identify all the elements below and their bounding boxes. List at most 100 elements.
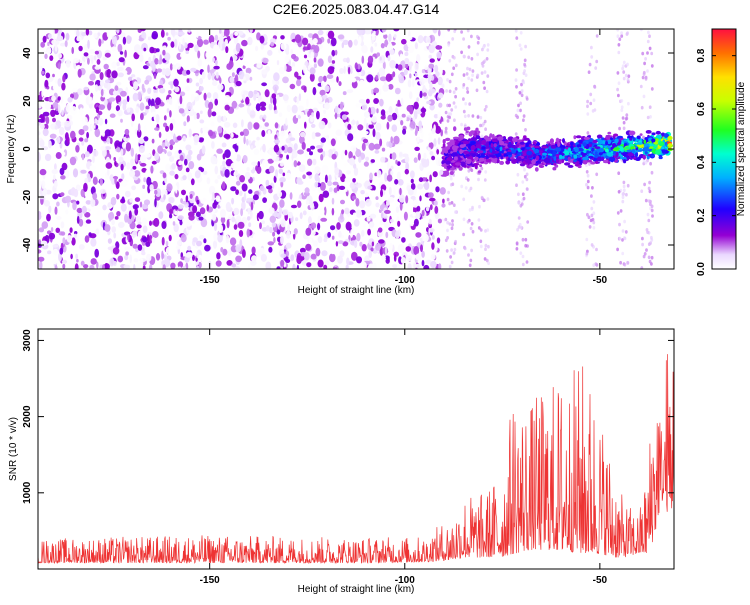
heatmap-faint-cell <box>647 242 651 246</box>
heatmap-noise-cell <box>273 144 280 153</box>
heatmap-faint-cell <box>649 161 652 166</box>
heatmap-signal-cell <box>594 146 601 150</box>
heatmap-noise-cell <box>434 205 439 214</box>
heatmap-noise-cell <box>90 112 95 119</box>
heatmap-noise-cell <box>76 215 80 224</box>
heatmap-noise-cell <box>282 172 286 177</box>
heatmap-signal-cell <box>463 140 470 145</box>
heatmap-noise-cell <box>202 126 209 133</box>
heatmap-faint-cell <box>617 171 621 175</box>
heatmap-noise-cell <box>69 156 77 166</box>
heatmap-noise-cell <box>152 231 159 238</box>
heatmap-noise-cell <box>349 182 356 189</box>
heatmap-faint-cell <box>524 128 527 132</box>
heatmap-signal-cell <box>617 135 623 139</box>
heatmap-noise-cell <box>104 129 112 137</box>
heatmap-noise-cell <box>147 87 152 95</box>
heatmap-faint-cell <box>454 210 457 214</box>
heatmap-noise-cell <box>435 157 442 167</box>
heatmap-noise-cell <box>130 247 134 252</box>
heatmap-noise-cell <box>309 73 315 82</box>
heatmap-noise-cell <box>197 58 203 67</box>
heatmap-noise-cell <box>69 177 75 186</box>
heatmap-noise-cell <box>140 258 144 267</box>
heatmap-noise-cell <box>390 136 394 144</box>
heatmap-noise-cell <box>90 258 97 265</box>
heatmap-noise-cell <box>286 104 291 113</box>
heatmap-faint-cell <box>589 101 593 106</box>
heatmap-signal-cell <box>642 154 646 160</box>
heatmap-noise-cell <box>350 120 356 125</box>
heatmap-noise-cell <box>149 60 155 68</box>
heatmap-noise-cell <box>221 142 227 148</box>
heatmap-noise-cell <box>413 246 420 256</box>
heatmap-noise-cell <box>93 55 97 61</box>
heatmap-noise-cell <box>422 92 427 97</box>
heatmap-signal-cell <box>574 147 580 153</box>
heatmap-noise-cell <box>291 66 296 71</box>
heatmap-noise-cell <box>394 87 401 95</box>
heatmap-noise-cell <box>235 215 242 224</box>
heatmap-faint-cell <box>590 243 594 247</box>
heatmap-noise-cell <box>261 220 265 225</box>
heatmap-noise-cell <box>314 132 321 137</box>
heatmap-faint-cell <box>470 34 473 39</box>
heatmap-noise-cell <box>82 125 89 132</box>
chart-title: C2E6.2025.083.04.47.G14 <box>273 1 440 17</box>
heatmap-noise-cell <box>432 29 438 34</box>
heatmap-faint-cell <box>449 255 452 259</box>
heatmap-noise-cell <box>163 228 170 235</box>
heatmap-noise-cell <box>211 111 217 117</box>
heatmap-noise-cell <box>142 265 146 269</box>
heatmap-faint-cell <box>616 87 619 92</box>
heatmap-noise-cell <box>131 185 137 191</box>
heatmap-noise-cell <box>96 209 102 217</box>
heatmap-noise-cell <box>165 132 172 140</box>
heatmap-faint-cell <box>466 66 469 71</box>
heatmap-faint-cell <box>471 229 475 234</box>
heatmap-noise-cell <box>290 204 298 209</box>
heatmap-noise-cell <box>307 43 311 51</box>
heatmap-noise-cell <box>130 158 134 166</box>
heatmap-noise-cell <box>239 131 244 136</box>
heatmap-noise-cell <box>268 246 273 253</box>
heatmap-noise-cell <box>168 81 175 86</box>
heatmap-faint-cell <box>591 186 594 190</box>
heatmap-faint-cell <box>626 183 630 188</box>
heatmap-noise-cell <box>401 237 406 243</box>
heatmap-noise-cell <box>162 49 166 56</box>
heatmap-noise-cell <box>353 167 359 176</box>
heatmap-noise-cell <box>355 139 362 143</box>
heatmap-faint-cell <box>523 62 526 67</box>
heatmap-noise-cell <box>229 46 233 51</box>
heatmap-noise-cell <box>147 36 152 41</box>
heatmap-signal-cell <box>605 148 609 153</box>
heatmap-noise-cell <box>135 153 138 163</box>
heatmap-noise-cell <box>428 192 434 199</box>
heatmap-noise-cell <box>358 99 366 104</box>
heatmap-faint-cell <box>519 101 522 106</box>
heatmap-noise-cell <box>368 142 375 151</box>
heatmap-noise-cell <box>273 212 280 217</box>
heatmap-noise-cell <box>112 247 120 255</box>
heatmap-faint-cell <box>626 62 629 67</box>
heatmap-noise-cell <box>151 138 155 144</box>
heatmap-noise-cell <box>216 252 221 260</box>
heatmap-noise-cell <box>92 94 100 103</box>
heatmap-noise-cell <box>440 129 444 137</box>
heatmap-signal-cell <box>440 174 448 177</box>
heatmap-noise-cell <box>421 250 425 258</box>
heatmap-noise-cell <box>229 190 234 200</box>
heatmap-noise-cell <box>246 228 250 238</box>
heatmap-noise-cell <box>169 144 174 151</box>
heatmap-faint-cell <box>454 105 458 109</box>
heatmap-faint-cell <box>595 247 598 252</box>
heatmap-noise-cell <box>88 119 95 126</box>
heatmap-faint-cell <box>621 64 625 68</box>
heatmap-signal-cell <box>453 126 457 132</box>
heatmap-faint-cell <box>486 48 490 52</box>
heatmap-noise-cell <box>188 149 193 156</box>
heatmap-noise-cell <box>242 249 246 258</box>
heatmap-noise-cell <box>219 29 222 34</box>
